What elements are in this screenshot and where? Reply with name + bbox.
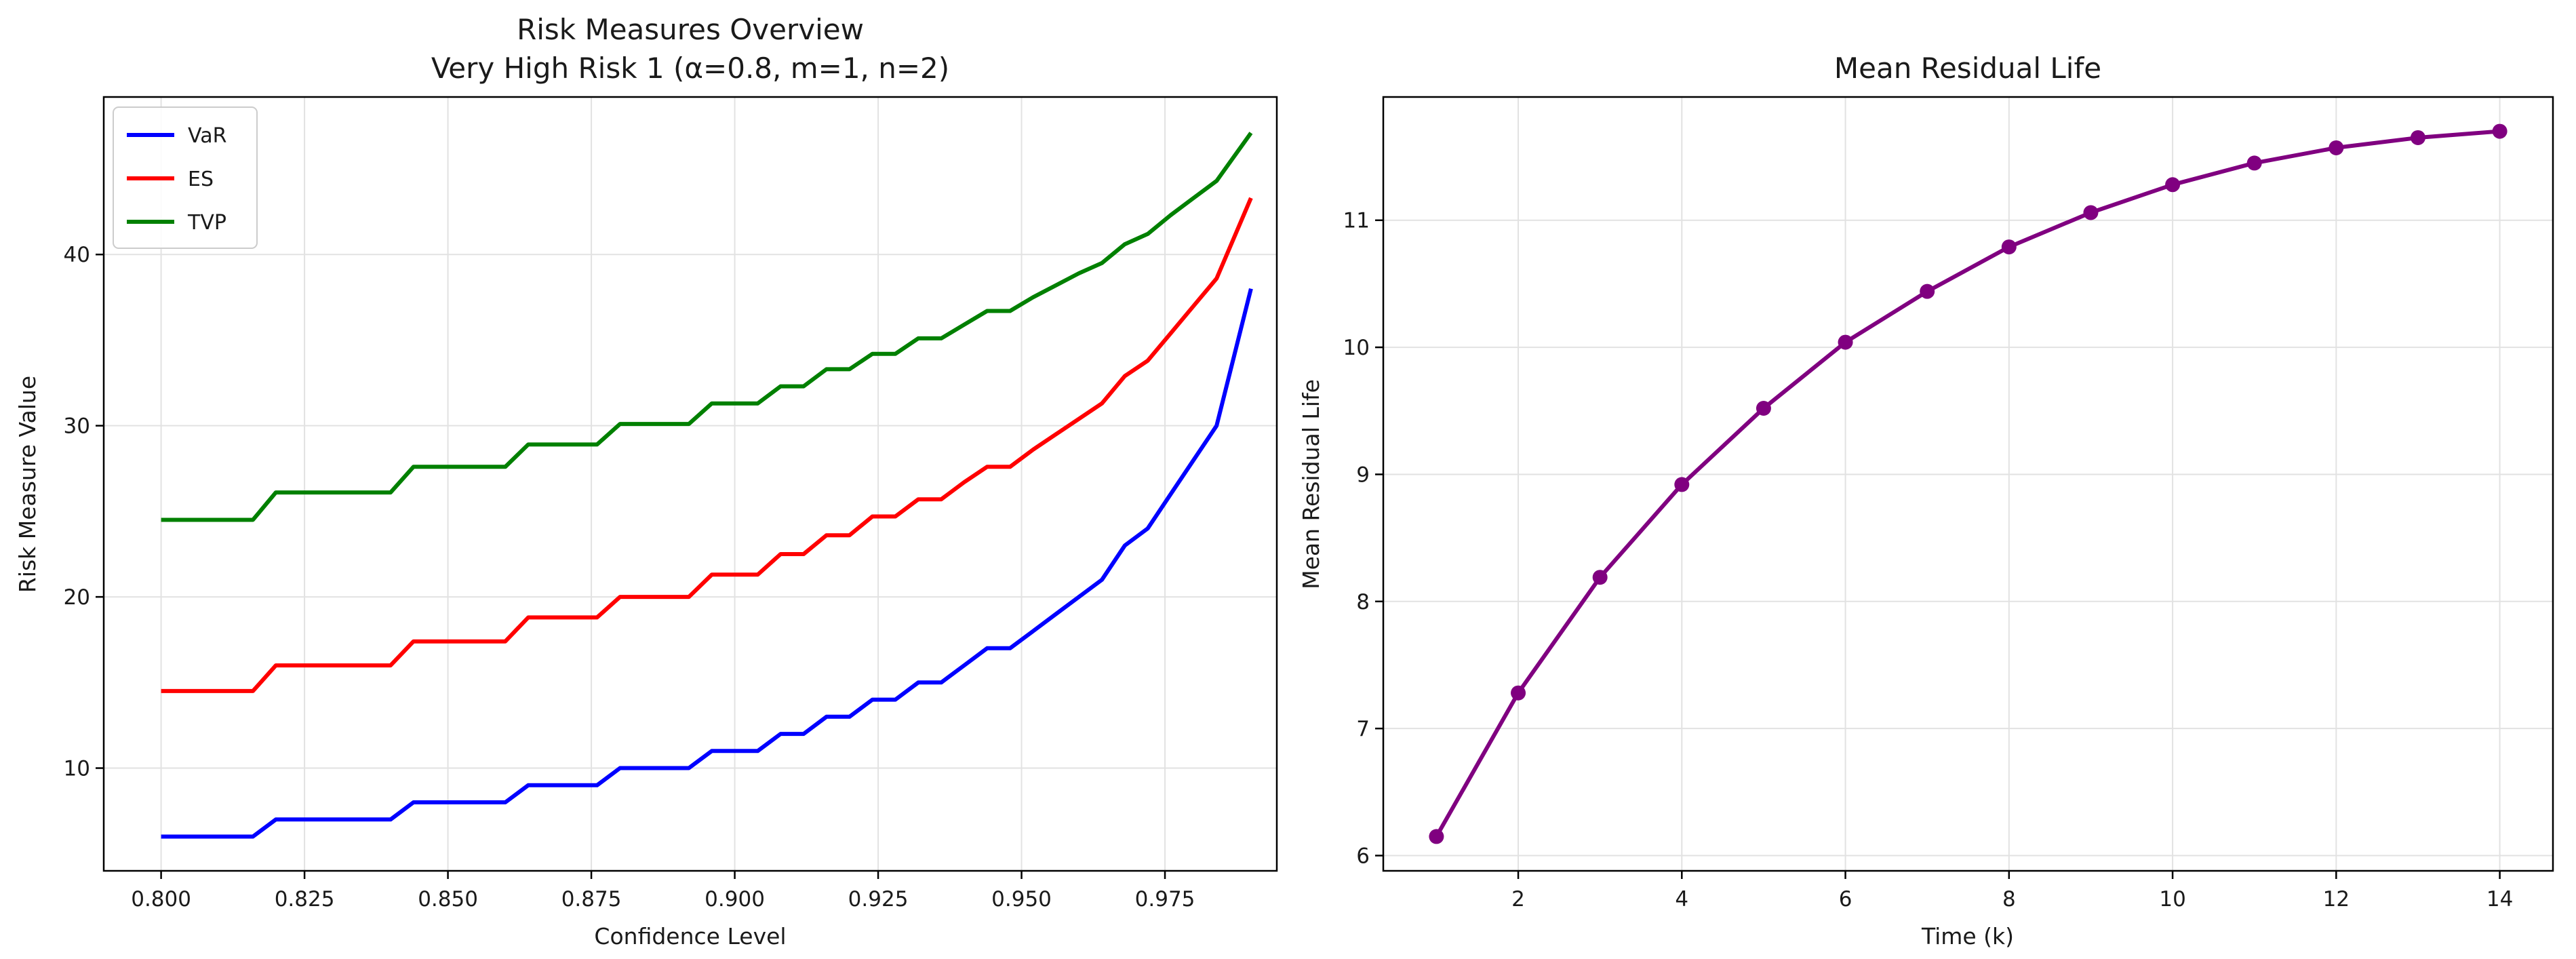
y-axis-label: Risk Measure Value [14, 376, 41, 593]
chart-subtitle: Very High Risk 1 (α=0.8, m=1, n=2) [431, 52, 949, 85]
data-point [2492, 123, 2508, 139]
x-tick-label: 2 [1511, 887, 1525, 912]
x-axis-label: Time (k) [1921, 923, 2014, 950]
x-tick-label: 0.975 [1135, 887, 1195, 912]
x-tick-label: 0.925 [848, 887, 909, 912]
data-point [1429, 829, 1444, 844]
x-tick-label: 10 [2159, 887, 2185, 912]
y-tick-label: 10 [64, 757, 90, 781]
risk-measures-chart: Risk Measures Overview Very High Risk 1 … [14, 13, 1278, 950]
x-tick-label: 14 [2486, 887, 2513, 912]
x-tick-label: 0.850 [418, 887, 478, 912]
y-axis-label: Mean Residual Life [1298, 379, 1324, 589]
y-tick-label: 6 [1356, 844, 1370, 869]
data-point [2246, 155, 2262, 171]
x-tick-label: 6 [1839, 887, 1852, 912]
legend-label-es: ES [188, 168, 214, 191]
y-tick-label: 11 [1343, 209, 1370, 233]
data-point [1920, 283, 1935, 299]
y-tick-label: 40 [64, 243, 90, 267]
legend-label-tvp: TVP [187, 211, 226, 235]
data-point [1838, 334, 1853, 350]
data-point [2083, 205, 2099, 220]
series-line-mrl [1434, 129, 2500, 838]
series-line-es [161, 197, 1253, 693]
plot-area-frame [102, 96, 1278, 872]
x-tick-label: 0.875 [561, 887, 622, 912]
y-tick-label: 10 [1343, 336, 1370, 360]
series-line-var [161, 288, 1253, 839]
y-tick-label: 7 [1356, 717, 1370, 741]
x-tick-label: 8 [2002, 887, 2016, 912]
x-tick-label: 4 [1675, 887, 1688, 912]
data-point [1511, 685, 1526, 701]
x-tick-label: 0.900 [705, 887, 765, 912]
legend-frame [113, 106, 258, 249]
x-tick-label: 0.950 [991, 887, 1052, 912]
x-tick-label: 0.825 [275, 887, 335, 912]
data-point [2410, 130, 2425, 145]
plot-area-frame [1382, 96, 2554, 872]
legend-label-var: VaR [188, 124, 226, 148]
x-axis-label: Confidence Level [594, 923, 786, 950]
y-tick-label: 9 [1356, 463, 1370, 487]
y-tick-label: 30 [64, 414, 90, 439]
data-point [1756, 401, 1771, 416]
data-point [2165, 177, 2181, 193]
chart-title: Risk Measures Overview [517, 13, 864, 46]
data-point [1592, 570, 1608, 585]
chart-title: Mean Residual Life [1834, 52, 2101, 85]
y-tick-label: 20 [64, 585, 90, 610]
x-tick-label: 12 [2323, 887, 2350, 912]
x-tick-label: 0.800 [131, 887, 191, 912]
y-tick-label: 8 [1356, 590, 1370, 614]
data-point [1674, 477, 1690, 492]
mean-residual-life-chart: Mean Residual Life 2 4 6 8 10 12 14 6 7 8 9 10 11 Ti… [1298, 52, 2554, 950]
data-point [2329, 140, 2344, 155]
data-point [2001, 239, 2017, 255]
series-line-tvp [161, 132, 1253, 522]
legend: VaR ES TVP [113, 106, 258, 249]
